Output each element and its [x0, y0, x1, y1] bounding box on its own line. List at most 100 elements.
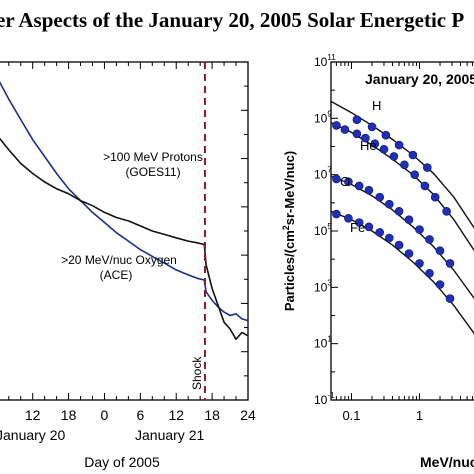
oxygen-series-line [0, 137, 249, 341]
right-y-tick-base: 10 [314, 337, 328, 351]
right-y-tick-label: 109 [314, 109, 332, 125]
left-x-tick-label: 12 [168, 407, 184, 423]
right-y-tick-exponent: 9 [327, 109, 332, 118]
figure-title: er Aspects of the January 20, 2005 Solar… [0, 8, 464, 32]
data-point-he [389, 152, 399, 161]
data-point-o [404, 215, 414, 224]
data-point-he [340, 125, 350, 134]
oxygen-series-sublabel: (ACE) [100, 268, 133, 282]
data-point-fe [394, 240, 404, 250]
left-ticks [8, 62, 249, 400]
right-data-points [332, 115, 455, 303]
left-plot-frame [0, 61, 249, 401]
right-y-tick-base: 10 [314, 168, 328, 182]
data-point-fe [425, 268, 434, 278]
proton-series-line [0, 80, 249, 322]
data-point-o [384, 199, 394, 209]
data-point-h [408, 150, 418, 160]
fit-line-fe [330, 210, 474, 335]
data-point-o [332, 174, 341, 184]
data-point-o [364, 185, 374, 195]
right-y-tick-base: 10 [314, 111, 328, 125]
data-point-he [430, 192, 440, 202]
right-y-tick-base: 10 [314, 393, 328, 407]
data-point-fe [384, 233, 394, 243]
shock-label: Shock [190, 356, 204, 390]
data-point-he [361, 133, 370, 143]
data-point-o [344, 177, 353, 186]
species-label-o: O [340, 174, 350, 189]
data-point-he [442, 207, 451, 216]
left-x-axis-title: Day of 2005 [84, 454, 160, 470]
fit-line-h [330, 100, 474, 229]
data-point-o [425, 235, 434, 244]
right-y-tick-base: 10 [314, 55, 328, 69]
data-point-fe [415, 259, 424, 268]
right-y-tick-label: 103 [314, 278, 332, 294]
right-y-tick-exponent: 3 [327, 278, 332, 287]
species-label-he: He [360, 138, 377, 153]
right-y-tick-exponent: 1 [327, 335, 332, 344]
right-y-tick-exponent: 7 [327, 166, 332, 175]
data-point-o [354, 181, 364, 191]
right-y-tick-exponent: -1 [327, 391, 335, 400]
left-lines [0, 80, 249, 341]
data-point-o [435, 246, 445, 255]
data-point-h [352, 115, 362, 124]
data-point-h [381, 130, 391, 140]
left-x-tick-labels: 12 18 0 6 12 18 24 [25, 407, 256, 423]
data-point-he [420, 181, 430, 191]
left-x-tick-label: 24 [240, 407, 256, 423]
data-point-he [379, 145, 389, 154]
right-x-tick-label: 1 [416, 408, 423, 423]
right-y-tick-exponent: 11 [327, 53, 336, 62]
right-x-axis-title: MeV/nuc [420, 454, 474, 470]
data-point-he [352, 129, 362, 139]
right-y-tick-label: 105 [314, 222, 332, 238]
data-point-o [375, 192, 385, 202]
proton-series-sublabel: (GOES11) [125, 165, 180, 179]
right-species-labels: H He O Fe [340, 98, 381, 235]
data-point-h [367, 122, 377, 132]
left-x-tick-label: 18 [61, 407, 77, 423]
right-y-axis-title: Particles/(cm2sr-MeV/nuc) [281, 151, 297, 311]
data-point-h [394, 140, 404, 150]
data-point-o [415, 225, 424, 234]
left-x-tick-label: 0 [101, 407, 109, 423]
right-y-tick-exponent: 5 [327, 222, 332, 231]
fit-line-o [330, 175, 474, 300]
proton-series-label: >100 MeV Protons [103, 150, 203, 164]
right-y-axis-title-rest: sr-MeV/nuc) [282, 151, 297, 225]
right-y-tick-label: 101 [314, 335, 332, 351]
right-y-tick-label: 1011 [314, 53, 336, 69]
right-y-axis-title-sup: 2 [281, 225, 291, 230]
right-panel-title: January 20, 2005 [365, 71, 474, 87]
data-point-he [410, 170, 420, 179]
left-panel: Shock >100 MeV Protons (GOES11) >20 MeV/… [0, 61, 256, 470]
data-point-he [332, 121, 341, 130]
data-point-h [422, 163, 432, 172]
right-y-tick-label: 10-1 [314, 391, 335, 407]
date-label-jan20: January 20 [0, 427, 65, 443]
left-x-tick-label: 12 [25, 407, 41, 423]
right-x-tick-label: 0.1 [342, 408, 360, 423]
data-point-he [400, 160, 409, 170]
data-point-fe [354, 218, 364, 227]
data-point-fe [332, 209, 341, 219]
data-point-fe [344, 214, 353, 223]
data-point-fe [375, 228, 385, 237]
data-point-o [394, 207, 404, 216]
data-point-fe [404, 249, 414, 258]
data-point-fe [435, 280, 445, 289]
right-y-axis-title-main: Particles/(cm [282, 230, 297, 311]
right-y-tick-base: 10 [314, 224, 328, 238]
date-label-jan21: January 21 [135, 427, 204, 443]
oxygen-series-label: >20 MeV/nuc Oxygen [61, 253, 177, 267]
left-x-tick-label: 6 [136, 407, 144, 423]
data-point-he [370, 139, 380, 148]
species-label-fe: Fe [350, 220, 365, 235]
right-y-tick-label: 107 [314, 166, 332, 182]
